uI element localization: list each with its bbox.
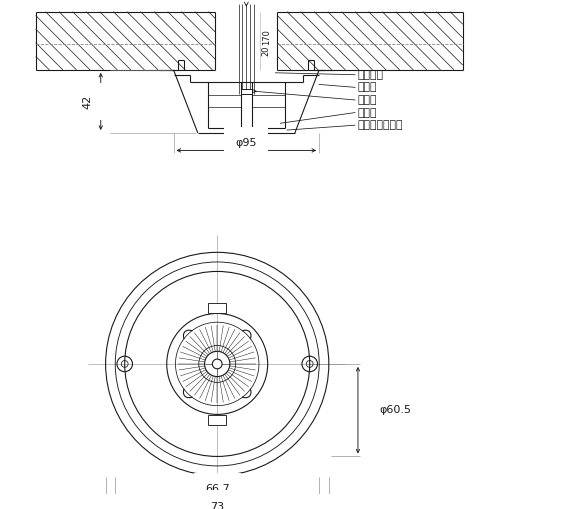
Bar <box>208 415 226 425</box>
Text: 感熙板: 感熙板 <box>358 107 378 118</box>
Bar <box>208 303 226 313</box>
Text: φ60.5: φ60.5 <box>379 405 411 415</box>
Circle shape <box>212 359 222 369</box>
Text: ボディ: ボディ <box>358 82 378 92</box>
Text: リード線: リード線 <box>358 70 384 80</box>
Text: サーモスタット: サーモスタット <box>358 120 404 130</box>
Text: 確認灯: 確認灯 <box>358 95 378 105</box>
Text: 170: 170 <box>262 29 271 45</box>
Text: 20: 20 <box>262 45 271 55</box>
Text: φ95: φ95 <box>235 137 257 148</box>
Bar <box>241 89 252 94</box>
Text: 42: 42 <box>82 94 92 108</box>
Text: 66.7: 66.7 <box>205 484 230 494</box>
Text: 73: 73 <box>210 501 224 509</box>
